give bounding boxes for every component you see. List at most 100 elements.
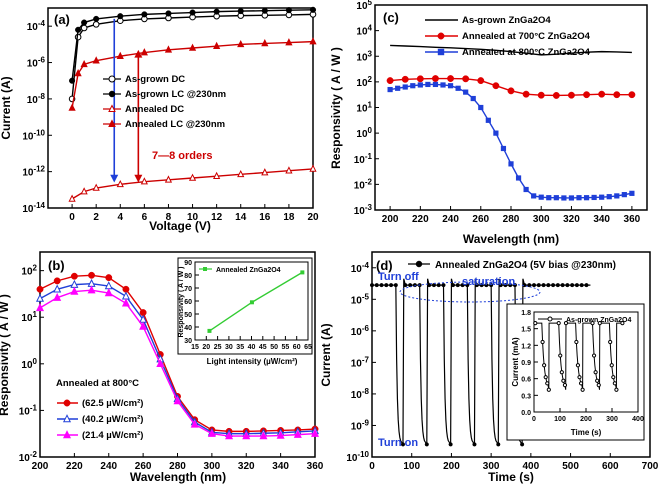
data-point [139, 321, 148, 330]
data-point [140, 48, 148, 56]
data-point [242, 431, 251, 440]
x-tick-label: 200 [382, 214, 399, 225]
panel-d-inset: 0 100 200 300 400 0.0 0.3 0.6 0.9 1.2 1.5 1.8 As-gr… [506, 303, 645, 441]
data-point [496, 442, 501, 447]
y-tick-label: 105 [356, 0, 372, 12]
x-tick-label: 0 [369, 461, 375, 472]
x-tick-label: 4 [117, 212, 123, 223]
data-point [80, 187, 88, 195]
x-tick-label: 55 [282, 344, 290, 351]
x-tick-label: 240 [100, 461, 117, 472]
legend-marker [108, 104, 116, 112]
data-point [591, 194, 597, 201]
data-point [92, 56, 100, 64]
data-point [567, 91, 575, 99]
data-point [207, 428, 216, 437]
data-point [117, 13, 124, 20]
data-point [140, 177, 148, 185]
data-point [285, 166, 293, 174]
data-point [285, 7, 292, 14]
inset-data-point [590, 321, 595, 326]
data-point [484, 283, 489, 288]
data-point [531, 283, 537, 288]
x-tick-label: 0 [532, 416, 536, 423]
data-point [503, 283, 508, 288]
x-tick-label: 6 [142, 212, 148, 223]
legend-as-grown-lc: As-grown LC @230nm [125, 89, 226, 100]
data-point [165, 10, 172, 17]
inset-data-point [562, 383, 568, 388]
inset-data-point [574, 339, 579, 345]
y-tick-label: 101 [356, 101, 372, 115]
series-line [372, 278, 591, 447]
data-point [384, 283, 389, 288]
data-point [574, 283, 579, 288]
inset-legend-marker [547, 316, 553, 322]
data-point [431, 75, 439, 82]
data-point [479, 283, 484, 288]
x-tick-label: 260 [472, 214, 489, 225]
y-tick-label: 10-2 [354, 177, 373, 191]
panel-b-ylabel: Responsivity ( A / W ) [0, 294, 11, 416]
panel-b-legend: (62.5 µW/cm²) (40.2 µW/cm²) (21.4 µW/cm²… [82, 398, 143, 441]
legend-d: Annealed ZnGa2O4 (5V bias @230nm) [435, 260, 616, 271]
data-point [395, 85, 401, 91]
y-tick-label: 60 [184, 299, 192, 306]
y-tick-label: 10-1 [19, 403, 38, 417]
legend-b-62: (62.5 µW/cm²) [82, 398, 143, 409]
saturation-ellipse [399, 281, 541, 303]
inset-data-point [611, 375, 616, 380]
data-point [417, 82, 423, 88]
data-point [520, 442, 525, 447]
data-point [310, 428, 320, 437]
y-tick-label: 10-12 [22, 165, 45, 179]
data-point [462, 75, 470, 83]
inset-data-point [614, 387, 619, 392]
y-tick-label: 10-1 [354, 152, 373, 166]
legend-marker [62, 430, 72, 439]
data-point [293, 429, 302, 438]
data-point [493, 130, 499, 136]
annealed-800-annotation: Annealed at 800°C [56, 378, 139, 389]
data-point [92, 21, 100, 28]
data-point [70, 286, 79, 295]
y-tick-label: 10-8 [27, 92, 46, 106]
data-point [190, 419, 199, 428]
data-point [156, 359, 165, 368]
panel-c-xlabel: Wavelength (nm) [463, 232, 559, 246]
orders-annotation: 7—8 orders [152, 150, 213, 162]
data-point [249, 300, 254, 305]
x-tick-label: 20 [307, 212, 319, 223]
inset-data-point [543, 375, 548, 380]
legend-marker [108, 75, 116, 83]
x-tick-label: 600 [602, 461, 619, 472]
red-arrow-head-down [134, 174, 143, 183]
inset-data-point [561, 378, 566, 383]
data-point [87, 285, 96, 294]
y-tick-label: 30 [184, 338, 192, 345]
x-tick-label: 15 [191, 344, 199, 351]
x-tick-label: 360 [624, 214, 641, 225]
data-point [568, 195, 575, 201]
inset-data-point [558, 353, 563, 358]
x-tick-label: 320 [238, 461, 255, 472]
legend-marker [437, 48, 445, 56]
data-point [189, 9, 196, 16]
data-point [431, 283, 437, 288]
inset-data-point [577, 375, 582, 380]
y-tick-label: 10-9 [351, 418, 370, 432]
x-tick-label: 65 [304, 344, 312, 351]
legend-c-800: Annealed at 800°C ZnGa2O4 [462, 47, 591, 58]
y-tick-label: 10-4 [351, 261, 370, 275]
x-tick-label: 400 [523, 461, 540, 472]
data-point [387, 86, 393, 93]
inset-data-point [540, 339, 545, 345]
inset-b-ylabel: Responsivity ( A / W ) [178, 266, 185, 337]
x-tick-label: 300 [606, 416, 618, 423]
y-tick-label: 80 [184, 273, 192, 280]
data-point [536, 283, 541, 288]
data-point [237, 39, 245, 48]
y-tick-label: 10-6 [27, 56, 46, 70]
data-point [207, 328, 212, 333]
